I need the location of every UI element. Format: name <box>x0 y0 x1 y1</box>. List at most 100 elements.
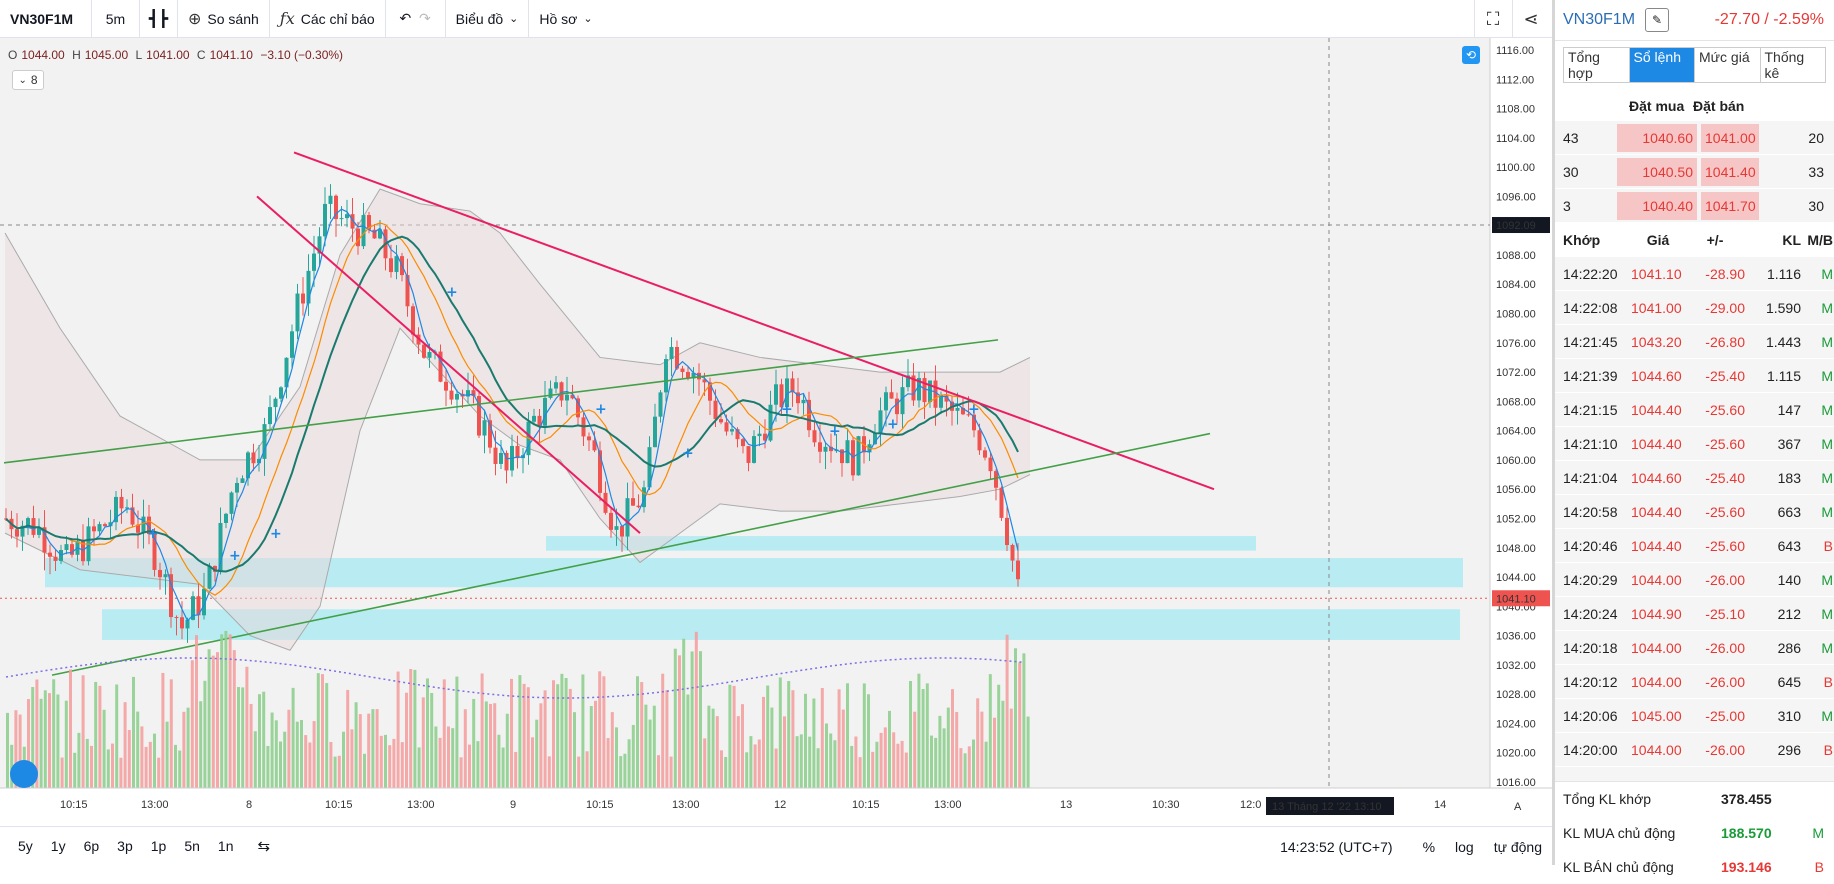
range-5y[interactable]: 5y <box>18 838 33 854</box>
symbol-search[interactable]: VN30F1M <box>0 0 92 38</box>
range-6p[interactable]: 6p <box>83 838 100 854</box>
trade-row[interactable]: 14:20:12 1044.00 -26.00 645 B <box>1555 665 1834 699</box>
scale-auto-button[interactable]: A <box>1514 801 1522 813</box>
candle-body <box>356 228 360 247</box>
indicators-toggle[interactable]: ⌄ 8 <box>12 70 44 90</box>
panel-divider[interactable] <box>1552 0 1555 865</box>
volume-bar <box>892 732 896 788</box>
auto-toggle[interactable]: tự động <box>1493 838 1542 855</box>
percent-toggle[interactable]: % <box>1422 838 1436 855</box>
volume-bar <box>69 669 72 788</box>
chart-type-dropdown[interactable]: Biểu đồ ⌄ <box>446 0 530 38</box>
volume-bar <box>300 720 303 788</box>
trade-row[interactable]: 14:22:08 1041.00 -29.00 1.590 M <box>1555 291 1834 325</box>
trade-side: B <box>1823 537 1833 554</box>
compare-label: So sánh <box>207 10 259 27</box>
trades-list[interactable]: 14:22:20 1041.10 -28.90 1.116 M 14:22:08 1041.… <box>1555 257 1834 781</box>
fullscreen-button[interactable]: ⛶ <box>1474 0 1511 38</box>
volume-bar <box>783 716 786 788</box>
volume-bar <box>1014 648 1017 788</box>
range-5n[interactable]: 5n <box>184 838 200 854</box>
profile-dropdown[interactable]: Hồ sơ ⌄ <box>529 0 602 38</box>
tab-tong-hop[interactable]: Tổng hợp <box>1564 48 1630 82</box>
trade-row[interactable]: 14:21:15 1044.40 -25.60 147 M <box>1555 393 1834 427</box>
trade-volume: 1.115 <box>1767 367 1801 384</box>
orderbook-row[interactable]: 43 1040.60 1041.00 20 <box>1555 121 1834 154</box>
price-chart[interactable]: + + + + + + + + + +1116.00 1112.00 1108.00 1104.00 11… <box>0 38 1552 826</box>
goto-date-icon[interactable]: ⇆ <box>257 838 271 855</box>
range-1n[interactable]: 1n <box>217 838 234 854</box>
summary-value: 188.570 <box>1721 825 1772 841</box>
range-1p[interactable]: 1p <box>150 838 167 854</box>
chart-settings-button[interactable]: ⟲ <box>1462 46 1480 64</box>
bid-volume: 43 <box>1563 129 1579 146</box>
trade-row[interactable]: 14:21:10 1044.40 -25.60 367 M <box>1555 427 1834 461</box>
trade-time: 14:21:04 <box>1563 469 1618 486</box>
price-tick-label: 1020.00 <box>1496 748 1536 760</box>
trade-row[interactable]: 14:20:58 1044.40 -25.60 663 M <box>1555 495 1834 529</box>
tab-thong-ke[interactable]: Thống kê <box>1764 49 1805 81</box>
interval-button[interactable]: 5m <box>92 0 140 38</box>
edit-symbol-button[interactable]: ✎ <box>1645 8 1670 32</box>
volume-bar <box>1026 716 1030 788</box>
candle-body <box>312 253 316 271</box>
redo-icon[interactable]: ↷ <box>419 10 431 26</box>
chart-pane[interactable]: + + + + + + + + + +1116.00 1112.00 1108.00 1104.00 11… <box>0 38 1552 826</box>
range-3p[interactable]: 3p <box>117 838 133 854</box>
price-tick-label: 1024.00 <box>1496 718 1536 730</box>
signal-marker: + <box>147 526 159 542</box>
trade-row[interactable]: 14:21:39 1044.60 -25.40 1.115 M <box>1555 359 1834 393</box>
trade-row[interactable]: 14:20:18 1044.00 -26.00 286 M <box>1555 631 1834 665</box>
trade-row[interactable]: 14:21:45 1043.20 -26.80 1.443 M <box>1555 325 1834 359</box>
volume-bar <box>14 710 18 788</box>
volume-bar <box>354 702 358 788</box>
bottom-toolbar: 5y 1y 6p 3p 1p 5n 1n ⇆ 14:23:52 (UTC+7) … <box>0 826 1552 865</box>
trade-row[interactable]: 14:20:29 1044.00 -26.00 140 M <box>1555 563 1834 597</box>
volume-bar <box>363 753 366 788</box>
trade-row[interactable]: 14:22:20 1041.10 -28.90 1.116 M <box>1555 257 1834 291</box>
orderbook-row[interactable]: 3 1040.40 1041.70 30 <box>1555 189 1834 222</box>
candle-body <box>609 512 613 530</box>
trade-row[interactable]: 14:20:06 1045.00 -25.00 310 M <box>1555 699 1834 733</box>
volume-bar <box>774 748 778 788</box>
trade-row[interactable]: 14:20:24 1044.90 -25.10 212 M <box>1555 597 1834 631</box>
candle-body <box>334 195 338 220</box>
candle-body <box>631 498 635 506</box>
volume-bar <box>90 745 93 788</box>
trade-row[interactable]: 14:20:00 1044.00 -26.00 296 B <box>1555 733 1834 767</box>
volume-bar <box>148 741 152 788</box>
ask-volume: 33 <box>1808 163 1824 180</box>
candle-body <box>642 487 646 508</box>
undo-icon[interactable]: ↶ <box>399 10 412 26</box>
candle-body <box>152 534 157 570</box>
indicators-button[interactable]: ƒx Các chỉ báo <box>270 0 386 38</box>
candle-body <box>735 429 740 440</box>
volume-bar <box>203 680 207 788</box>
log-toggle[interactable]: log <box>1455 838 1474 855</box>
trade-row[interactable]: 14:20:46 1044.40 -25.60 643 B <box>1555 529 1834 563</box>
candle-body <box>741 439 745 447</box>
volume-bar <box>850 745 854 788</box>
candlestick-icon: ┫┣ <box>148 10 169 28</box>
compare-button[interactable]: ⊕ So sánh <box>178 0 270 38</box>
tab-so-lenh[interactable]: Sổ lệnh <box>1629 48 1695 82</box>
trade-row[interactable]: 14:21:04 1044.60 -25.40 183 M <box>1555 461 1834 495</box>
candle-type-button[interactable]: ┫┣ <box>140 0 178 38</box>
time-tick-label: 13:00 <box>407 799 435 811</box>
volume-bar <box>648 719 652 788</box>
price-tick-label: 1108.00 <box>1496 104 1535 116</box>
volume-bar <box>888 710 891 788</box>
share-button[interactable]: ⋖ <box>1512 0 1549 38</box>
volume-bar <box>707 705 711 788</box>
trade-price: 1044.40 <box>1631 401 1682 418</box>
candle-body <box>158 569 162 578</box>
candle-body <box>284 357 289 388</box>
volume-bar <box>77 732 81 788</box>
range-1y[interactable]: 1y <box>50 838 66 854</box>
support-zone <box>102 609 1460 640</box>
candle-body <box>983 450 987 458</box>
orderbook-row[interactable]: 30 1040.50 1041.40 33 <box>1555 155 1834 188</box>
trade-time: 14:20:06 <box>1563 707 1618 724</box>
tab-muc-gia[interactable]: Mức giá <box>1695 48 1761 82</box>
candle-body <box>647 447 652 488</box>
